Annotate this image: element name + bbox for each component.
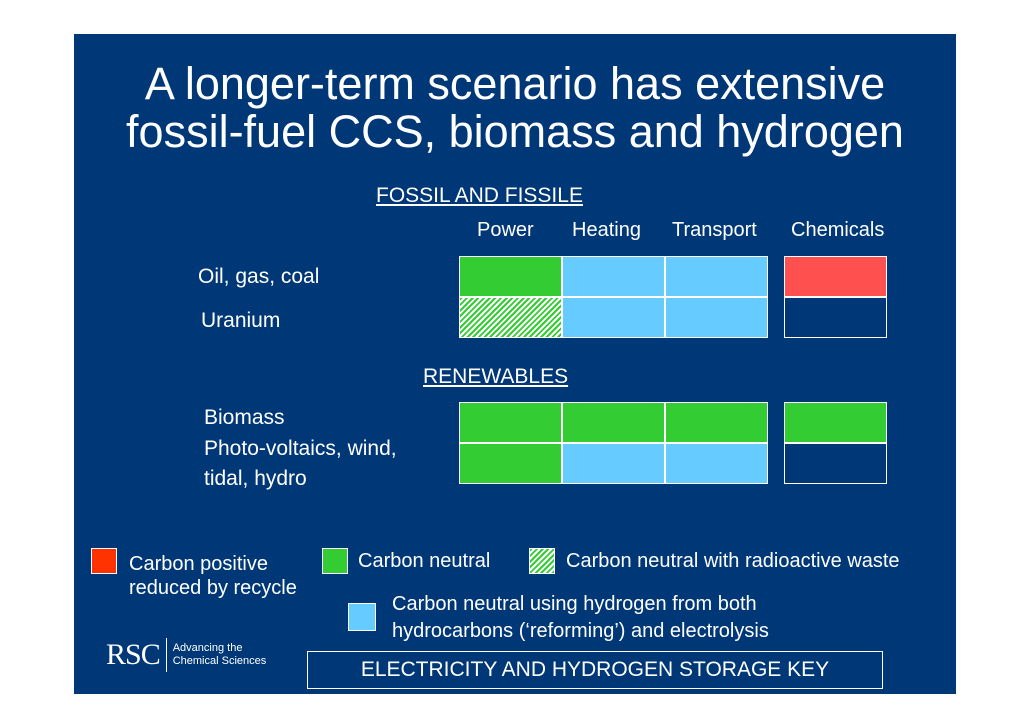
- cell-uranium-transport: [665, 297, 768, 338]
- key-label-carbon-neutral: Carbon neutral: [358, 550, 491, 572]
- key-label-carbon-positive-line2: reduced by recycle: [129, 577, 297, 599]
- key-label-carbon-neutral-hydrogen-line2: hydrocarbons (‘reforming’) and electroly…: [392, 620, 769, 642]
- key-label-carbon-positive-line1: Carbon positive: [129, 553, 268, 575]
- row-label-uranium: Uranium: [201, 309, 281, 332]
- cell-uranium-chemicals: [784, 297, 887, 338]
- row-label-oil-gas-coal: Oil, gas, coal: [198, 265, 320, 288]
- cell-biomass-chemicals: [784, 402, 887, 443]
- key-swatch-carbon-positive: [91, 548, 117, 574]
- rsc-logo: RSC Advancing the Chemical Sciences: [106, 638, 266, 672]
- renewables-heading: RENEWABLES: [423, 365, 569, 388]
- fossil-heading: FOSSIL AND FISSILE: [376, 184, 583, 207]
- cell-pv-power: [459, 443, 562, 484]
- column-header-power: Power: [477, 219, 534, 241]
- column-header-heating: Heating: [572, 219, 641, 241]
- cell-biomass-heating: [562, 402, 665, 443]
- key-swatch-carbon-neutral: [322, 548, 348, 574]
- cell-biomass-power: [459, 402, 562, 443]
- key-label-carbon-neutral-radioactive: Carbon neutral with radioactive waste: [566, 550, 900, 572]
- slide: A longer-term scenario has extensive fos…: [74, 34, 956, 694]
- slide-title-line2: fossil-fuel CCS, biomass and hydrogen: [126, 106, 904, 157]
- key-label-carbon-neutral-hydrogen-line1: Carbon neutral using hydrogen from both: [392, 593, 757, 615]
- cell-oil-power: [459, 256, 562, 297]
- cell-uranium-power: [459, 297, 562, 338]
- cell-uranium-heating: [562, 297, 665, 338]
- row-label-biomass: Biomass: [204, 406, 285, 429]
- row-label-pv-wind-line1: Photo-voltaics, wind,: [204, 437, 397, 460]
- rsc-tagline-line1: Advancing the: [172, 642, 243, 654]
- slide-title-line1: A longer-term scenario has extensive: [144, 58, 886, 109]
- cell-pv-heating: [562, 443, 665, 484]
- cell-oil-transport: [665, 256, 768, 297]
- row-label-pv-wind-line2: tidal, hydro: [204, 467, 307, 490]
- key-swatch-carbon-neutral-radioactive: [529, 548, 555, 574]
- cell-biomass-transport: [665, 402, 768, 443]
- cell-oil-heating: [562, 256, 665, 297]
- cell-oil-chemicals: [784, 256, 887, 297]
- key-swatch-carbon-neutral-hydrogen: [348, 603, 376, 631]
- cell-pv-transport: [665, 443, 768, 484]
- rsc-logo-tagline: Advancing the Chemical Sciences: [167, 642, 267, 668]
- storage-key-box: ELECTRICITY AND HYDROGEN STORAGE KEY: [307, 651, 883, 689]
- column-header-chemicals: Chemicals: [791, 219, 885, 241]
- rsc-logo-mark: RSC: [106, 638, 167, 672]
- rsc-tagline-line2: Chemical Sciences: [172, 655, 267, 667]
- column-header-transport: Transport: [672, 219, 757, 241]
- cell-pv-chemicals: [784, 443, 887, 484]
